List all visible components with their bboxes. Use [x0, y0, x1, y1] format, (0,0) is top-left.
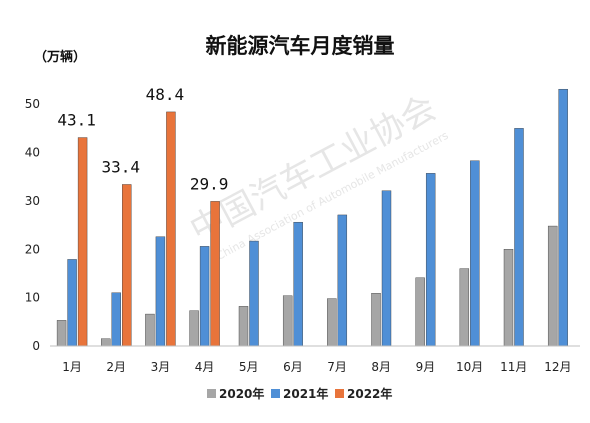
bar-2021年-3月 — [155, 236, 166, 347]
data-label: 33.4 — [101, 157, 140, 176]
bar-2022年-2月 — [122, 184, 132, 347]
x-tick-label: 1月 — [62, 360, 82, 374]
x-tick-label: 3月 — [151, 360, 171, 374]
y-axis: 0 10 20 30 40 50 — [25, 97, 40, 353]
data-labels: 43.1 33.4 48.4 29.9 — [57, 85, 228, 193]
legend-label: 2022年 — [347, 386, 392, 401]
legend-swatch — [271, 389, 280, 398]
x-tick-label: 10月 — [456, 360, 483, 374]
y-tick-label: 40 — [25, 146, 40, 160]
y-axis-unit-label: （万辆） — [34, 49, 86, 65]
bar-2021年-1月 — [67, 259, 77, 347]
data-label: 29.9 — [190, 174, 229, 193]
bar-2020年-6月 — [282, 295, 293, 347]
legend-item-2020年: 2020年 — [207, 386, 264, 401]
data-label: 43.1 — [57, 111, 96, 130]
legend-swatch — [207, 389, 216, 398]
data-label: 48.4 — [146, 85, 185, 104]
bars — [56, 88, 568, 347]
legend-item-2021年: 2021年 — [271, 386, 328, 401]
bar-2021年-8月 — [381, 190, 392, 347]
chart-title: 新能源汽车月度销量 — [206, 34, 395, 58]
legend-label: 2021年 — [283, 386, 328, 401]
bar-2022年-4月 — [210, 201, 220, 347]
bar-2021年-11月 — [514, 128, 524, 347]
x-tick-label: 9月 — [416, 360, 436, 374]
x-tick-label: 5月 — [239, 360, 259, 374]
bar-2020年-7月 — [327, 298, 337, 347]
x-tick-label: 12月 — [544, 360, 571, 374]
x-tick-label: 6月 — [283, 360, 303, 374]
x-tick-label: 4月 — [195, 360, 215, 374]
bar-2020年-10月 — [459, 268, 470, 347]
bar-2020年-8月 — [371, 293, 381, 347]
bar-2020年-4月 — [189, 310, 199, 347]
bar-2021年-6月 — [293, 221, 303, 347]
legend-label: 2020年 — [219, 386, 264, 401]
bar-2020年-1月 — [56, 320, 67, 347]
x-tick-label: 8月 — [371, 360, 391, 374]
y-tick-label: 50 — [25, 97, 40, 111]
y-tick-label: 0 — [32, 339, 40, 353]
bar-2020年-5月 — [238, 306, 249, 347]
y-tick-label: 30 — [25, 194, 40, 208]
bar-2021年-5月 — [249, 240, 259, 347]
bar-2020年-12月 — [547, 225, 558, 347]
watermark-cn: 中国汽车工业协会 — [184, 88, 443, 251]
bar-2021年-10月 — [470, 160, 480, 347]
bar-2020年-9月 — [415, 277, 425, 347]
x-axis: 1月 2月 3月 4月 5月 6月 7月 8月 9月 10月 11月 12月 — [50, 345, 580, 374]
y-tick-label: 20 — [25, 242, 40, 256]
bar-2020年-2月 — [101, 338, 111, 347]
legend-item-2022年: 2022年 — [335, 386, 392, 401]
bar-2020年-11月 — [503, 249, 514, 347]
bar-2021年-2月 — [111, 292, 121, 347]
legend-swatch — [335, 389, 344, 398]
legend: 2020年 2021年 2022年 — [207, 386, 392, 401]
bar-2021年-4月 — [199, 246, 210, 347]
bar-2022年-1月 — [77, 137, 88, 347]
x-tick-label: 7月 — [327, 360, 347, 374]
x-tick-label: 11月 — [500, 360, 527, 374]
x-tick-label: 2月 — [106, 360, 126, 374]
bar-2021年-7月 — [337, 214, 348, 347]
y-tick-label: 10 — [25, 291, 40, 305]
bar-2021年-12月 — [558, 88, 568, 347]
bar-2021年-9月 — [425, 173, 436, 347]
bar-2020年-3月 — [145, 313, 155, 347]
bar-2022年-3月 — [166, 111, 176, 347]
